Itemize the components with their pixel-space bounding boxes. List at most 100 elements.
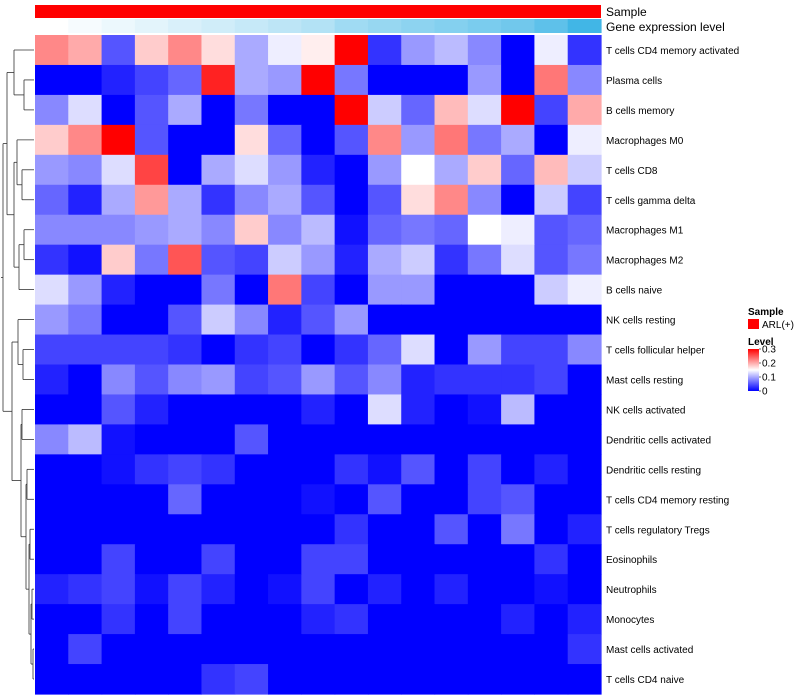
heatmap-cell [101,514,136,545]
heatmap-cell [534,214,569,246]
heatmap-cell [334,274,369,306]
heatmap-cell [268,124,302,156]
heatmap-cell [201,214,236,246]
heatmap-cell [501,664,536,695]
heatmap-cell [567,484,602,515]
heatmap-cell [401,124,436,156]
heatmap-cell [268,454,302,485]
heatmap-cell [268,394,302,426]
heatmap-cell [401,274,436,306]
heatmap-cell [334,94,369,126]
heatmap-cell [434,35,469,66]
heatmap-cell [35,124,69,156]
heatmap-cell [268,484,302,515]
heatmap-cell [35,35,69,66]
heatmap-cell [201,484,236,515]
heatmap-cell [434,364,469,396]
heatmap-cell [434,574,469,605]
heatmap-cell [134,514,169,545]
heatmap-cell [567,334,602,366]
heatmap-cell [467,514,502,545]
heatmap-cell [301,304,336,336]
heatmap-cell [367,124,402,156]
heatmap-cell [35,304,69,336]
heatmap-cell [534,574,569,605]
heatmap-cell [234,484,269,515]
annotation-cell-gene-expression [467,19,502,33]
heatmap-cell [68,154,103,186]
heatmap-cell [68,304,103,336]
heatmap-cell [101,544,136,575]
heatmap-cell [201,514,236,545]
heatmap-cell [68,424,103,455]
heatmap-cell [401,664,436,695]
heatmap-cell [501,244,536,276]
row-label: Neutrophils [606,585,657,596]
heatmap-cell [268,35,302,66]
row-label: Dendritic cells resting [606,465,701,476]
heatmap-cell [201,304,236,336]
heatmap-cell [35,514,69,545]
heatmap-cell [68,214,103,246]
heatmap-cell [201,154,236,186]
heatmap-cell [234,394,269,426]
annotation-cell-gene-expression [334,19,369,33]
heatmap-cell [567,244,602,276]
heatmap-cell [301,664,336,695]
heatmap-cell [234,334,269,366]
row-label: Plasma cells [606,76,662,87]
heatmap-cell [134,544,169,575]
heatmap-cell [334,394,369,426]
heatmap-cell [201,634,236,665]
heatmap-cell [134,454,169,485]
heatmap-cell [501,544,536,575]
heatmap-cell [101,124,136,156]
heatmap-cell [35,424,69,455]
heatmap-cell [367,64,402,96]
heatmap-cell [134,484,169,515]
heatmap-cell [367,214,402,246]
heatmap-cell [268,154,302,186]
heatmap-cell [168,214,203,246]
heatmap-cell [367,634,402,665]
heatmap-cell [201,454,236,485]
row-label: T cells regulatory Tregs [606,525,710,536]
heatmap-cell [534,634,569,665]
legend-tick-label: 0.3 [762,345,776,356]
heatmap-cell [201,364,236,396]
annotation-track-labels: Sample Gene expression level [606,5,725,34]
heatmap-cell [467,544,502,575]
heatmap-cell [434,514,469,545]
heatmap-cell [567,424,602,455]
heatmap-cell [101,64,136,96]
heatmap-cell [401,514,436,545]
heatmap-cell [68,454,103,485]
heatmap-cell [434,544,469,575]
heatmap-cell [534,35,569,66]
heatmap-cell [35,94,69,126]
heatmap-cell [201,604,236,635]
heatmap-cell [134,604,169,635]
heatmap-cell [367,334,402,366]
heatmap-cell [101,664,136,695]
heatmap-cell [434,304,469,336]
heatmap-cell [268,244,302,276]
heatmap-cell [268,94,302,126]
annotation-cell-gene-expression [268,19,302,33]
heatmap-cell [501,184,536,216]
heatmap-cell [268,274,302,306]
heatmap-cell [534,364,569,396]
heatmap-cell [467,244,502,276]
heatmap-cell [234,664,269,695]
heatmap-cell [35,454,69,485]
heatmap-cell [234,154,269,186]
heatmap-cells [35,35,602,695]
heatmap-cell [367,484,402,515]
heatmap-cell [134,664,169,695]
heatmap-cell [168,424,203,455]
heatmap-cell [534,274,569,306]
heatmap-cell [101,154,136,186]
heatmap-cell [401,484,436,515]
row-label: Monocytes [606,615,654,626]
heatmap-cell [234,214,269,246]
